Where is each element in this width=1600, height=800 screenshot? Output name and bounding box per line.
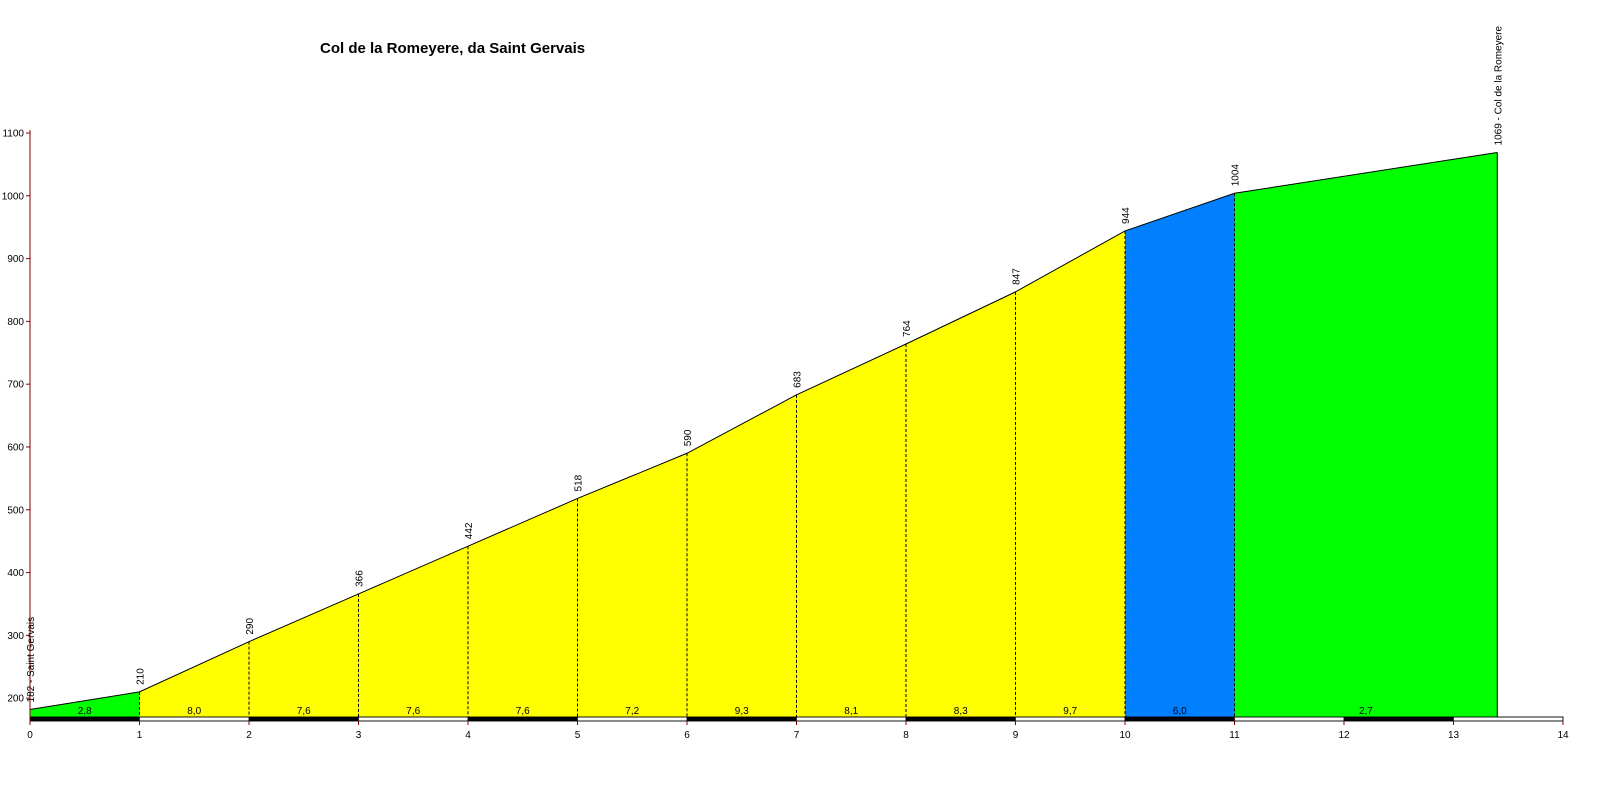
segment-area-1 xyxy=(30,691,140,717)
segment-area-3 xyxy=(249,593,359,717)
gradient-areas xyxy=(30,152,1498,717)
segment-area-5 xyxy=(468,498,578,717)
distance-bar-km-8 xyxy=(905,716,1016,722)
gradient-label-11: 6,0 xyxy=(1173,706,1187,717)
distance-bar-km-13 xyxy=(1453,716,1564,722)
y-tick-label-500: 500 xyxy=(7,505,24,516)
y-tick-label-900: 900 xyxy=(7,254,24,265)
distance-bar-km-6 xyxy=(686,716,797,722)
x-tick-label-10: 10 xyxy=(1119,730,1131,741)
distance-bar-km-12 xyxy=(1343,716,1454,722)
gradient-label-4: 7,6 xyxy=(406,706,420,717)
elevation-labels: 182 - Saint Gervais 210 290 366 442 518 590 683… xyxy=(26,26,1504,703)
elevation-label-5: 442 xyxy=(464,522,475,539)
x-tick-label-12: 12 xyxy=(1338,730,1350,741)
elevation-label-9: 764 xyxy=(902,320,913,337)
distance-bar-km-9 xyxy=(1015,716,1126,722)
chart-title: Col de la Romeyere, da Saint Gervais xyxy=(320,40,586,57)
segment-area-8 xyxy=(796,343,906,717)
x-tick-label-1: 1 xyxy=(137,730,143,741)
elevation-label-4: 366 xyxy=(355,570,366,587)
gradient-label-3: 7,6 xyxy=(297,706,311,717)
y-tick-label-600: 600 xyxy=(7,442,24,453)
segment-area-2 xyxy=(139,641,249,717)
segment-area-6 xyxy=(577,453,687,717)
segment-area-4 xyxy=(358,546,468,717)
elevation-label-12: 1004 xyxy=(1231,164,1242,187)
gradient-label-5: 7,6 xyxy=(516,706,530,717)
distance-bar-km-7 xyxy=(796,716,907,722)
gradient-label-7: 9,3 xyxy=(735,706,749,717)
gradient-label-9: 8,3 xyxy=(954,706,968,717)
elevation-label-8: 683 xyxy=(793,371,804,388)
distance-bar-km-1 xyxy=(139,716,250,722)
distance-bar-km-3 xyxy=(358,716,469,722)
gradient-label-10: 9,7 xyxy=(1063,706,1077,717)
y-tick-label-200: 200 xyxy=(7,694,24,705)
distance-bar-km-0 xyxy=(29,716,140,722)
y-tick-label-300: 300 xyxy=(7,631,24,642)
y-tick-label-400: 400 xyxy=(7,568,24,579)
x-tick-label-0: 0 xyxy=(27,730,33,741)
x-tick-label-13: 13 xyxy=(1448,730,1460,741)
gradient-label-2: 8,0 xyxy=(187,706,201,717)
y-tick-label-1100: 1100 xyxy=(2,129,24,140)
segment-area-10 xyxy=(1015,230,1125,717)
profile-line xyxy=(29,151,1498,717)
distance-bar-km-11 xyxy=(1234,716,1345,722)
distance-bar-km-2 xyxy=(248,716,359,722)
x-tick-label-11: 11 xyxy=(1229,730,1240,741)
x-tick-label-6: 6 xyxy=(684,730,690,741)
y-tick-label-700: 700 xyxy=(7,380,24,391)
elevation-label-3: 290 xyxy=(245,618,256,635)
distance-bar: 2,8 8,0 7,6 7,6 7,6 7,2 9,3 8,1 8,3 9,7 6,0 2,7 xyxy=(29,706,1564,722)
x-tick-label-4: 4 xyxy=(465,730,471,741)
x-tick-label-14: 14 xyxy=(1557,730,1569,741)
x-tick-label-8: 8 xyxy=(903,730,909,741)
distance-bar-km-5 xyxy=(577,716,688,722)
segment-area-11 xyxy=(1125,193,1235,717)
elevation-label-10: 847 xyxy=(1012,268,1023,285)
x-tick-label-2: 2 xyxy=(246,730,252,741)
y-tick-label-800: 800 xyxy=(7,317,24,328)
distance-bar-km-4 xyxy=(467,716,578,722)
x-tick-label-5: 5 xyxy=(575,730,581,741)
elevation-label-6: 518 xyxy=(574,474,585,491)
elevation-label-7: 590 xyxy=(683,429,694,446)
gradient-label-6: 7,2 xyxy=(625,706,639,717)
km-dividers xyxy=(139,193,1235,717)
elevation-label-11: 944 xyxy=(1121,207,1132,224)
gradient-label-8: 8,1 xyxy=(844,706,858,717)
x-tick-label-3: 3 xyxy=(356,730,362,741)
segment-area-9 xyxy=(906,291,1016,717)
y-tick-label-1000: 1000 xyxy=(2,191,25,202)
elevation-label-13: 1069 - Col de la Romeyere xyxy=(1493,26,1504,146)
distance-bar-km-10 xyxy=(1124,716,1235,722)
segment-area-12 xyxy=(1234,152,1498,717)
profile-polyline xyxy=(29,151,1498,710)
x-tick-label-9: 9 xyxy=(1013,730,1019,741)
x-tick-label-7: 7 xyxy=(794,730,800,741)
segment-area-7 xyxy=(687,394,797,717)
elevation-label-1: 182 - Saint Gervais xyxy=(26,617,37,703)
gradient-label-1: 2,8 xyxy=(78,706,92,717)
elevation-label-2: 210 xyxy=(136,668,147,685)
gradient-label-12: 2,7 xyxy=(1359,706,1373,717)
